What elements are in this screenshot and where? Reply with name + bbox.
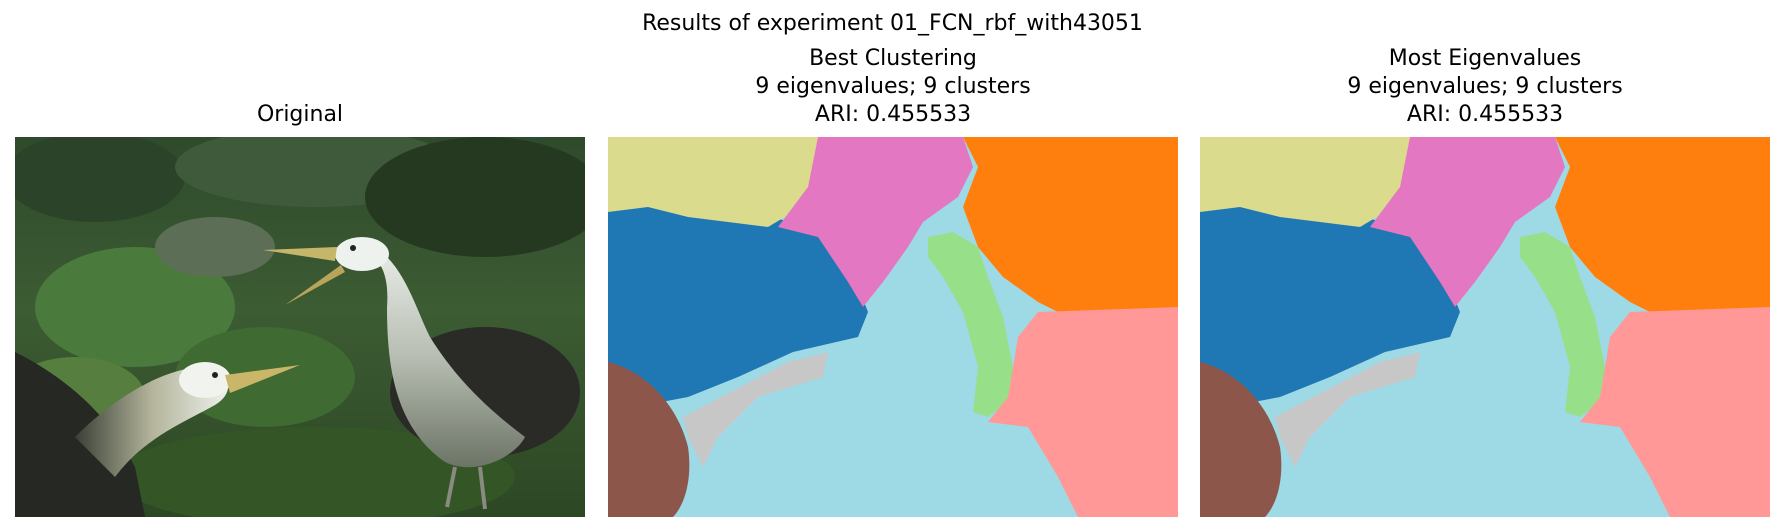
segment-khaki bbox=[1200, 137, 1410, 227]
panel-title-line: ARI: 0.455533 bbox=[1406, 102, 1564, 127]
segment-orange bbox=[1555, 137, 1770, 322]
segmentation-image bbox=[1200, 137, 1770, 517]
segment-brown bbox=[1200, 362, 1282, 517]
panel-title-line: ARI: 0.455533 bbox=[814, 102, 972, 127]
panel-title-line: Original bbox=[256, 102, 344, 127]
segment-khaki bbox=[608, 137, 818, 227]
segment-gray bbox=[1275, 352, 1420, 467]
original-image bbox=[15, 137, 585, 517]
segmentation-image bbox=[608, 137, 1178, 517]
figure-suptitle: Results of experiment 01_FCN_rbf_with430… bbox=[642, 11, 1143, 36]
segment-blue bbox=[608, 197, 868, 412]
panel-title-line: Most Eigenvalues bbox=[1388, 46, 1582, 71]
segment-salmon bbox=[988, 307, 1178, 517]
segment-brown bbox=[608, 362, 690, 517]
panel-most-eigenvalues: Most Eigenvalues 9 eigenvalues; 9 cluste… bbox=[1200, 0, 1770, 532]
panel-title: Best Clustering 9 eigenvalues; 9 cluster… bbox=[608, 45, 1178, 129]
segment-blue bbox=[1200, 197, 1460, 412]
segment-pink bbox=[1370, 137, 1565, 307]
segment-light-green bbox=[1520, 232, 1605, 417]
panel-best-clustering: Best Clustering 9 eigenvalues; 9 cluster… bbox=[608, 0, 1178, 532]
segment-light-green bbox=[928, 232, 1013, 417]
panel-title: Original bbox=[15, 101, 585, 129]
segmentation-map bbox=[1200, 137, 1770, 517]
segment-salmon bbox=[1580, 307, 1770, 517]
albatross-photo bbox=[15, 137, 585, 517]
segment-pink bbox=[778, 137, 973, 307]
segment-gray bbox=[683, 352, 828, 467]
panel-title-line: 9 eigenvalues; 9 clusters bbox=[755, 74, 1031, 99]
panel-title-line: Best Clustering bbox=[809, 46, 977, 71]
panel-title-line: 9 eigenvalues; 9 clusters bbox=[1347, 74, 1623, 99]
segment-orange bbox=[963, 137, 1178, 322]
segmentation-map bbox=[608, 137, 1178, 517]
panel-title: Most Eigenvalues 9 eigenvalues; 9 cluste… bbox=[1200, 45, 1770, 129]
panel-original: Original bbox=[15, 0, 585, 532]
